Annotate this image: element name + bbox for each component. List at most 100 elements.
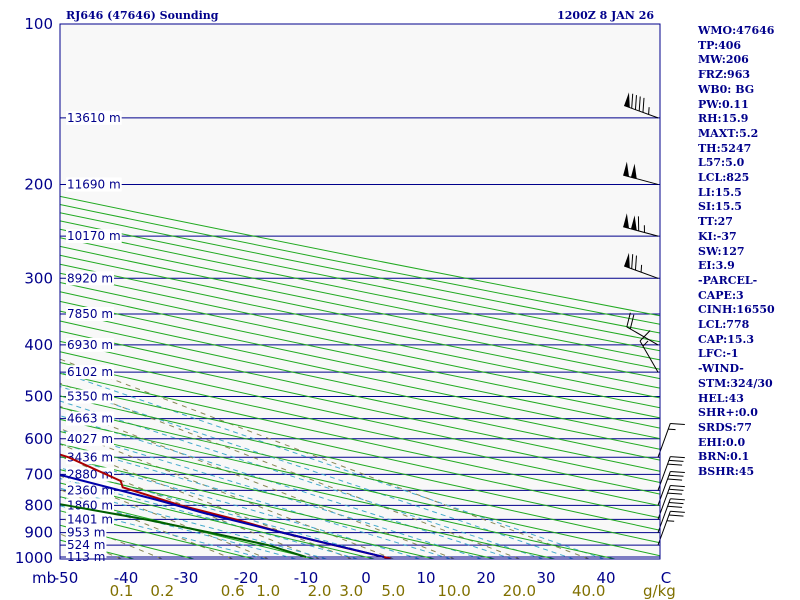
dry-adiabat-line [59,456,495,560]
dry-adiabat-line [59,291,661,419]
moist-adiabat-line [59,415,513,560]
dry-adiabat-line [59,228,661,352]
height-labels: 13610 m 11690 m 10170 m 8920 m 7850 m 6930 m 6… [66,110,122,564]
wind-barb [657,510,685,546]
index-item: FRZ:963 [698,68,751,82]
mixing-ratio-line [59,489,233,560]
height-label-background [66,512,115,527]
parcel-trace [59,473,385,558]
temperature-tick-label: 40 [596,569,615,587]
wind-barb [623,161,659,185]
height-label-background [66,411,115,426]
dry-adiabat-line [59,469,435,560]
temperature-tick-label: -30 [174,569,199,587]
index-item: TT:27 [698,215,733,229]
index-item: CINH:16550 [698,303,775,317]
dry-adiabat-line [59,443,556,560]
dry-adiabat-line [59,272,661,399]
sounding-traces [59,453,391,560]
mixing-ratio-axis-labels: 0.1 0.2 0.6 1.0 2.0 3.0 5.0 10.0 20.0 40.0 [110,582,606,600]
dewpoint-trace [59,503,307,558]
height-label-background [66,483,115,498]
pressure-tick-label: 800 [24,496,53,514]
height-label: 4663 m [67,412,113,426]
mixing-ratio-tick-label: 0.1 [110,582,134,600]
mixing-ratio-line [59,455,320,560]
wind-barb [624,252,659,279]
wind-barb [624,92,659,119]
dry-adiabat-line [59,237,661,361]
height-label-background [66,365,115,380]
index-item: TP:406 [698,38,742,52]
height-label: 6102 m [67,365,113,379]
wind-barb [657,485,685,520]
dry-adiabat-line [59,482,375,560]
height-label-background [66,337,115,352]
wind-barb [626,312,659,346]
dry-adiabat-line [59,384,661,519]
mb-unit-label: mb [32,569,56,587]
index-item: -PARCEL- [698,273,758,287]
height-label: 10170 m [67,229,121,243]
height-label: 524 m [67,538,105,552]
height-label-background [66,498,115,513]
gkg-unit-label: g/kg [643,582,676,600]
height-label-background [66,229,122,244]
dry-adiabat-line [59,362,661,495]
height-label: 113 m [67,550,105,564]
dry-adiabat-line [59,431,616,560]
temperature-tick-label: -50 [54,569,79,587]
dry-adiabat-line [59,407,661,544]
temperature-tick-label: -20 [234,569,259,587]
index-item: KI:-37 [698,229,737,243]
dry-adiabat-line [59,195,661,317]
index-item: LI:15.5 [698,185,742,199]
temperature-tick-label: 20 [476,569,495,587]
moist-adiabat-line [59,443,451,560]
dry-adiabat-grid [59,195,661,560]
moist-adiabat-line [59,455,420,560]
chart-title: RJ646 (47646) Sounding [66,9,219,22]
dry-adiabat-line [59,310,661,440]
dry-adiabat-line [59,245,661,370]
temperature-tick-label: 0 [361,569,371,587]
pressure-axis-labels: 100 200 300 400 500 600 700 800 900 1000 [15,15,53,567]
height-label-background [66,538,107,553]
moist-adiabat-line [59,400,544,560]
index-item: RH:15.9 [698,112,749,126]
temperature-tick-label: 30 [536,569,555,587]
moist-adiabat-line [59,429,482,560]
index-item: WMO:47646 [698,24,775,37]
height-label: 13610 m [67,111,121,125]
pressure-tick-label: 700 [24,465,53,483]
height-label-background [66,271,115,286]
dry-adiabat-line [59,395,661,531]
dry-adiabat-line [59,204,661,325]
wind-barb [639,330,659,373]
temperature-tick-label: -10 [294,569,319,587]
mixing-ratio-tick-label: 2.0 [308,582,332,600]
pressure-tick-label: 500 [24,388,53,406]
height-label: 2360 m [67,483,113,497]
height-label-background [66,467,115,482]
height-label: 5350 m [67,390,113,404]
sounding-indices-panel: WMO:47646 TP:406 MW:206 FRZ:963 WB0: BG PW:0.… [698,24,798,480]
height-label-background [66,525,107,540]
dry-adiabat-line [59,351,661,483]
index-item: SI:15.5 [698,200,742,214]
index-item: EI:3.9 [698,259,735,273]
height-label-background [66,431,115,446]
wind-barb [657,422,685,458]
dry-adiabat-line [59,418,661,557]
mixing-ratio-tick-label: 0.6 [221,582,245,600]
dry-adiabat-line [59,320,661,450]
wind-barb [623,213,659,237]
index-item: LCL:778 [698,318,750,332]
mixing-ratio-line [59,533,122,560]
pressure-tick-label: 900 [24,524,53,542]
index-item: CAPE:3 [698,288,744,302]
height-label: 3436 m [67,450,113,464]
index-item: STM:324/30 [698,376,773,390]
height-label: 8920 m [67,271,113,285]
